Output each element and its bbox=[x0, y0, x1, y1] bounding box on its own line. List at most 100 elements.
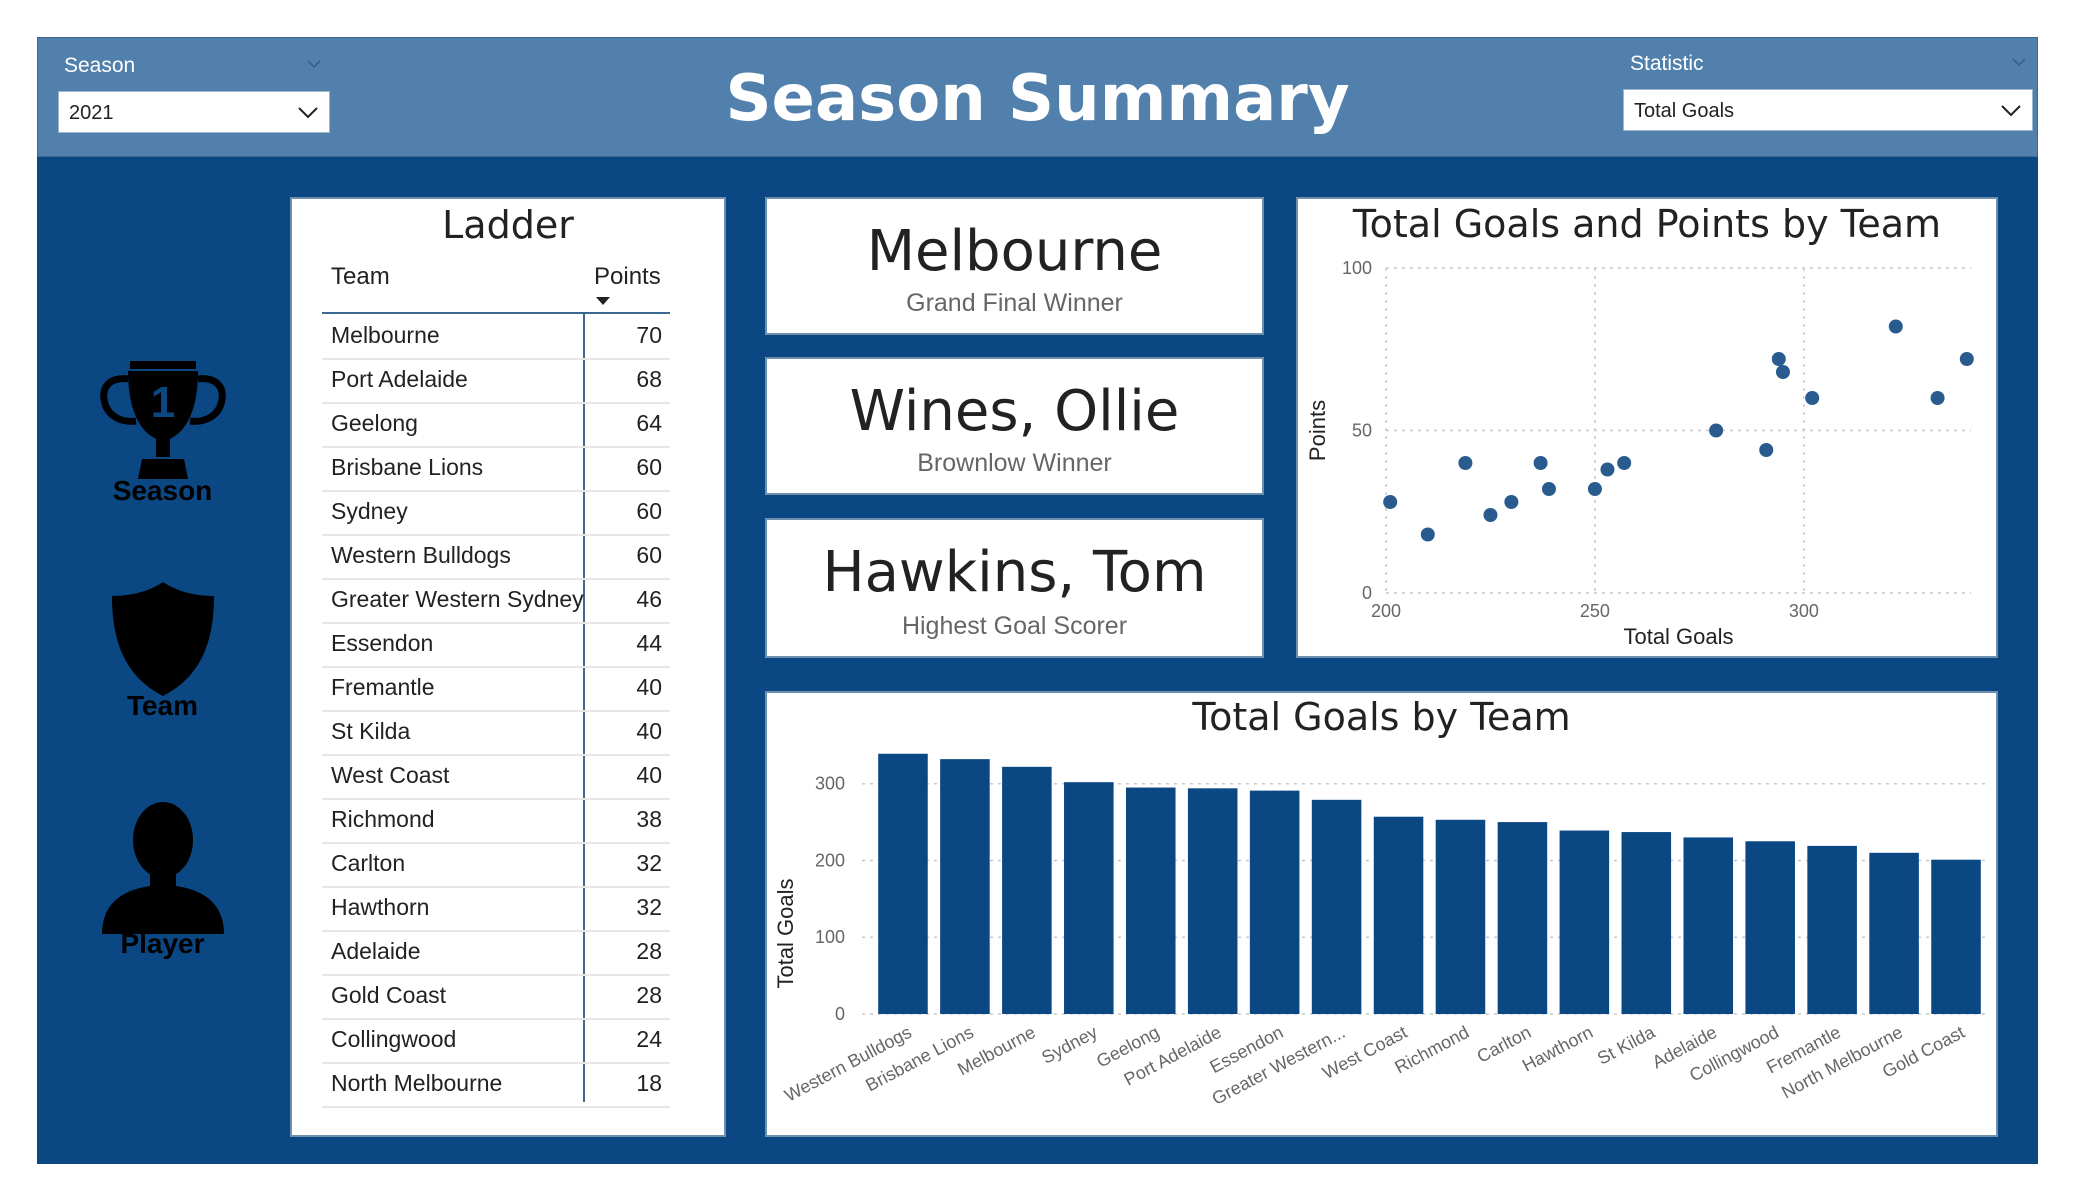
table-row[interactable]: Fremantle 40 bbox=[322, 666, 670, 712]
nav-season-button[interactable]: 1 Season bbox=[85, 355, 240, 507]
statistic-slicer-collapse-icon[interactable] bbox=[2012, 55, 2026, 69]
bar-category-label: Hawthorn bbox=[1519, 1022, 1596, 1076]
table-row[interactable]: Geelong 64 bbox=[322, 402, 670, 448]
season-slicer-collapse-icon[interactable] bbox=[307, 57, 321, 71]
bar bbox=[1621, 832, 1672, 1014]
ladder-team-cell: Adelaide bbox=[331, 938, 421, 964]
bar bbox=[878, 753, 928, 1014]
ladder-header-points[interactable]: Points bbox=[594, 263, 661, 290]
season-slicer-label: Season bbox=[64, 54, 136, 77]
statistic-dropdown[interactable]: Total Goals bbox=[1623, 89, 2033, 131]
ladder-team-cell: Sydney bbox=[331, 498, 408, 524]
scatter-x-tick-label: 300 bbox=[1789, 601, 1819, 621]
table-row[interactable]: Carlton 32 bbox=[322, 842, 670, 888]
page-title: Season Summary bbox=[725, 62, 1350, 136]
ladder-points-cell: 60 bbox=[636, 498, 662, 524]
scatter-point bbox=[1617, 456, 1632, 470]
bar bbox=[1125, 787, 1176, 1014]
ladder-points-cell: 46 bbox=[636, 586, 662, 612]
ladder-team-cell: Collingwood bbox=[331, 1026, 457, 1052]
ladder-points-cell: 40 bbox=[636, 674, 662, 700]
scatter-point bbox=[1541, 482, 1556, 496]
bar bbox=[1497, 822, 1548, 1014]
scatter-point bbox=[1587, 482, 1602, 496]
scatter-point bbox=[1930, 391, 1945, 405]
sort-descending-icon bbox=[596, 297, 610, 305]
bar-y-axis-label: Total Goals bbox=[773, 878, 798, 988]
statistic-dropdown-value: Total Goals bbox=[1634, 100, 1735, 122]
bar bbox=[1249, 790, 1300, 1014]
ladder-team-cell: St Kilda bbox=[331, 718, 411, 744]
ladder-points-cell: 24 bbox=[636, 1026, 662, 1052]
bar bbox=[1002, 766, 1052, 1014]
chevron-down-icon bbox=[2001, 105, 2021, 117]
table-row[interactable]: St Kilda 40 bbox=[322, 710, 670, 756]
ladder-points-cell: 64 bbox=[636, 410, 662, 436]
trophy-badge: 1 bbox=[150, 378, 174, 427]
bar bbox=[1931, 859, 1981, 1014]
table-row[interactable]: Collingwood 24 bbox=[322, 1018, 670, 1064]
table-row[interactable]: Western Bulldogs 60 bbox=[322, 534, 670, 580]
ladder-team-cell: Gold Coast bbox=[331, 982, 447, 1008]
ladder-team-cell: Brisbane Lions bbox=[331, 454, 484, 480]
bar-y-tick-label: 100 bbox=[815, 927, 845, 947]
ladder-points-cell: 28 bbox=[636, 982, 662, 1008]
ladder-points-cell: 70 bbox=[636, 322, 662, 348]
ladder-points-cell: 32 bbox=[636, 850, 662, 876]
kpi-goal-scorer-value: Hawkins, Tom bbox=[822, 540, 1207, 605]
ladder-column-divider bbox=[583, 314, 585, 1102]
bar bbox=[940, 759, 990, 1014]
table-row[interactable]: Brisbane Lions 60 bbox=[322, 446, 670, 492]
table-row[interactable]: Port Adelaide 68 bbox=[322, 358, 670, 404]
ladder-points-cell: 18 bbox=[636, 1070, 662, 1096]
scatter-y-axis-label: Points bbox=[1305, 400, 1330, 461]
ladder-header-divider bbox=[322, 312, 670, 314]
ladder-team-cell: Geelong bbox=[331, 410, 418, 436]
ladder-points-cell: 60 bbox=[636, 454, 662, 480]
bar bbox=[1807, 845, 1857, 1014]
table-row[interactable]: Essendon 44 bbox=[322, 622, 670, 668]
ladder-team-cell: Western Bulldogs bbox=[331, 542, 511, 568]
table-row[interactable]: Melbourne 70 bbox=[322, 314, 670, 360]
ladder-team-cell: Greater Western Sydney bbox=[331, 586, 584, 612]
ladder-team-cell: Carlton bbox=[331, 850, 406, 876]
scatter-point bbox=[1504, 495, 1519, 509]
bar-category-label: St Kilda bbox=[1594, 1021, 1659, 1068]
statistic-slicer-label: Statistic bbox=[1630, 52, 1704, 75]
table-row[interactable]: Richmond 38 bbox=[322, 798, 670, 844]
scatter-point bbox=[1771, 352, 1786, 366]
ladder-header-team[interactable]: Team bbox=[331, 263, 390, 290]
ladder-points-cell: 68 bbox=[636, 366, 662, 392]
trophy-icon: 1 bbox=[99, 361, 226, 479]
scatter-point bbox=[1458, 456, 1473, 470]
table-row[interactable]: Gold Coast 28 bbox=[322, 974, 670, 1020]
scatter-point bbox=[1709, 423, 1724, 438]
season-dropdown-value: 2021 bbox=[69, 102, 114, 124]
shield-icon bbox=[111, 582, 214, 696]
kpi-goal-scorer-label: Highest Goal Scorer bbox=[901, 612, 1128, 640]
ladder-team-cell: Port Adelaide bbox=[331, 366, 468, 392]
bar bbox=[1373, 816, 1424, 1014]
table-row[interactable]: North Melbourne 18 bbox=[322, 1062, 670, 1108]
scatter-chart-card: Total Goals and Points by Team 0 50 100 200… bbox=[1296, 197, 1998, 658]
table-row[interactable]: Sydney 60 bbox=[322, 490, 670, 536]
table-row[interactable]: Adelaide 28 bbox=[322, 930, 670, 976]
chevron-down-icon bbox=[298, 107, 318, 119]
season-dropdown[interactable]: 2021 bbox=[58, 91, 330, 133]
ladder-points-cell: 60 bbox=[636, 542, 662, 568]
ladder-points-cell: 32 bbox=[636, 894, 662, 920]
ladder-points-cell: 38 bbox=[636, 806, 662, 832]
scatter-x-tick-label: 250 bbox=[1580, 601, 1610, 621]
ladder-team-cell: Hawthorn bbox=[331, 894, 430, 920]
bar bbox=[1869, 852, 1919, 1014]
ladder-team-cell: West Coast bbox=[331, 762, 450, 788]
table-row[interactable]: West Coast 40 bbox=[322, 754, 670, 800]
ladder-team-cell: Richmond bbox=[331, 806, 435, 832]
table-row[interactable]: Greater Western Sydney 46 bbox=[322, 578, 670, 624]
nav-player-button[interactable]: Player bbox=[85, 800, 240, 960]
person-icon bbox=[101, 802, 224, 934]
nav-team-button[interactable]: Team bbox=[85, 580, 240, 722]
table-row[interactable]: Hawthorn 32 bbox=[322, 886, 670, 932]
bar-category-label: Sydney bbox=[1038, 1022, 1100, 1068]
bar-chart-title: Total Goals by Team bbox=[1192, 695, 1571, 739]
